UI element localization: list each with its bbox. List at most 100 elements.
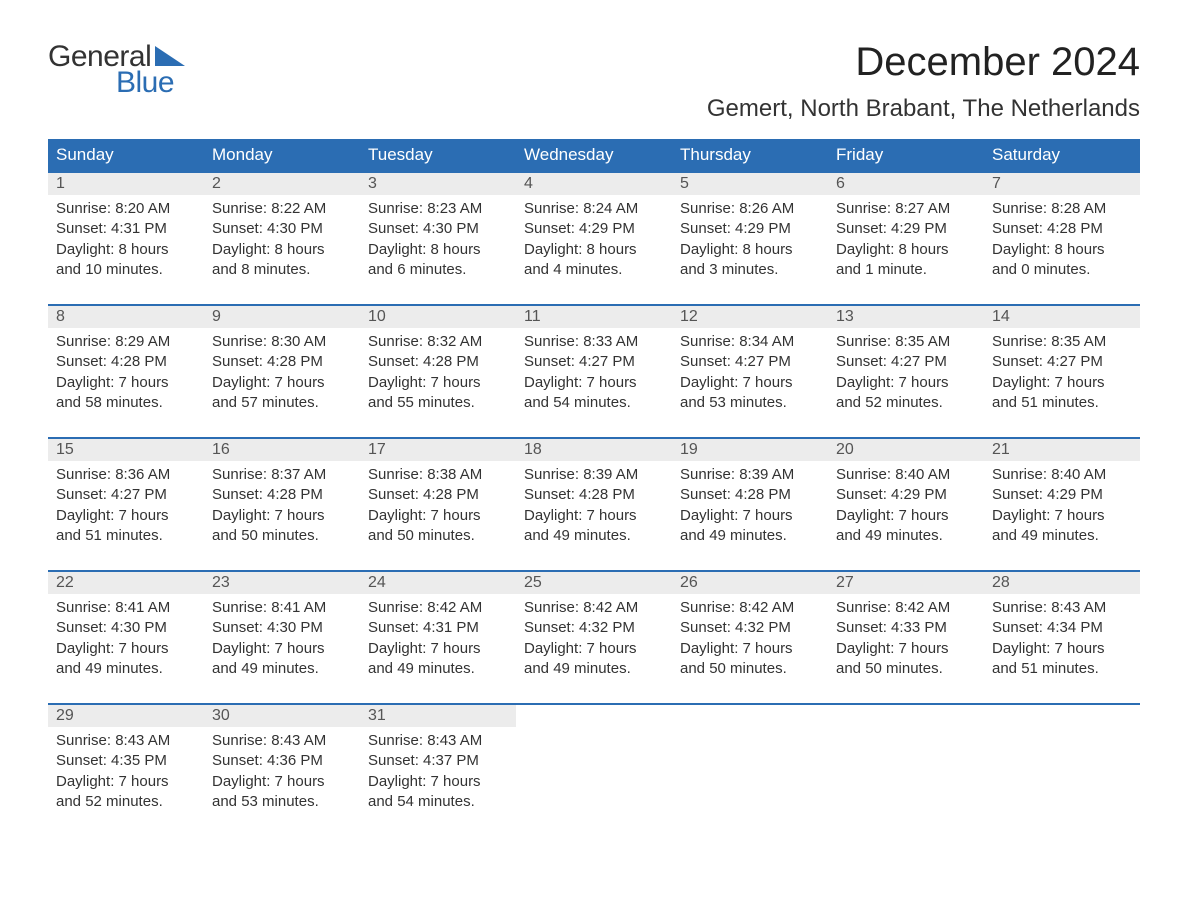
day-number-cell: 14 [984,305,1140,328]
daylight-text: and 49 minutes. [836,526,976,546]
sunset-text: Sunset: 4:27 PM [56,485,196,505]
sunrise-text: Sunrise: 8:28 AM [992,199,1132,219]
day-content-cell: Sunrise: 8:43 AMSunset: 4:34 PMDaylight:… [984,594,1140,704]
daylight-text: and 50 minutes. [212,526,352,546]
day-content-cell: Sunrise: 8:22 AMSunset: 4:30 PMDaylight:… [204,195,360,305]
daylight-text: and 58 minutes. [56,393,196,413]
sunrise-text: Sunrise: 8:30 AM [212,332,352,352]
daylight-text: Daylight: 7 hours [212,373,352,393]
day-content-cell [828,727,984,836]
day-number: 27 [836,574,854,591]
sunset-text: Sunset: 4:35 PM [56,751,196,771]
sunrise-text: Sunrise: 8:36 AM [56,465,196,485]
day-number: 29 [56,707,74,724]
logo: General Blue [48,40,185,100]
sunset-text: Sunset: 4:27 PM [524,352,664,372]
daylight-text: Daylight: 7 hours [368,639,508,659]
weekday-header: Saturday [984,139,1140,172]
daylight-text: and 4 minutes. [524,260,664,280]
day-number-cell: 21 [984,438,1140,461]
sunrise-text: Sunrise: 8:38 AM [368,465,508,485]
day-number: 30 [212,707,230,724]
sunrise-text: Sunrise: 8:39 AM [524,465,664,485]
day-number-cell [516,704,672,727]
day-content-cell: Sunrise: 8:28 AMSunset: 4:28 PMDaylight:… [984,195,1140,305]
sunrise-text: Sunrise: 8:26 AM [680,199,820,219]
day-content-cell: Sunrise: 8:42 AMSunset: 4:32 PMDaylight:… [672,594,828,704]
daylight-text: and 1 minute. [836,260,976,280]
day-number: 5 [680,175,689,192]
daylight-text: Daylight: 7 hours [56,373,196,393]
day-number-cell: 2 [204,172,360,195]
day-number-row: 293031 [48,704,1140,727]
day-number-cell: 10 [360,305,516,328]
daylight-text: and 51 minutes. [992,393,1132,413]
daylight-text: Daylight: 8 hours [212,240,352,260]
day-number: 19 [680,441,698,458]
sunrise-text: Sunrise: 8:34 AM [680,332,820,352]
day-number: 18 [524,441,542,458]
day-number: 6 [836,175,845,192]
daylight-text: and 52 minutes. [836,393,976,413]
day-content-cell [516,727,672,836]
day-number-cell: 12 [672,305,828,328]
day-content-cell: Sunrise: 8:36 AMSunset: 4:27 PMDaylight:… [48,461,204,571]
daylight-text: and 57 minutes. [212,393,352,413]
day-content-cell: Sunrise: 8:27 AMSunset: 4:29 PMDaylight:… [828,195,984,305]
sunrise-text: Sunrise: 8:35 AM [836,332,976,352]
sunrise-text: Sunrise: 8:29 AM [56,332,196,352]
day-number-cell: 27 [828,571,984,594]
day-content-cell: Sunrise: 8:20 AMSunset: 4:31 PMDaylight:… [48,195,204,305]
daylight-text: Daylight: 8 hours [680,240,820,260]
day-number: 3 [368,175,377,192]
day-content-cell: Sunrise: 8:42 AMSunset: 4:32 PMDaylight:… [516,594,672,704]
sunset-text: Sunset: 4:37 PM [368,751,508,771]
sunset-text: Sunset: 4:28 PM [56,352,196,372]
day-number: 22 [56,574,74,591]
sunset-text: Sunset: 4:28 PM [680,485,820,505]
day-number: 15 [56,441,74,458]
day-content-row: Sunrise: 8:20 AMSunset: 4:31 PMDaylight:… [48,195,1140,305]
daylight-text: and 51 minutes. [992,659,1132,679]
day-content-row: Sunrise: 8:29 AMSunset: 4:28 PMDaylight:… [48,328,1140,438]
sunset-text: Sunset: 4:28 PM [524,485,664,505]
daylight-text: and 49 minutes. [368,659,508,679]
daylight-text: Daylight: 7 hours [56,506,196,526]
sunset-text: Sunset: 4:29 PM [836,485,976,505]
sunset-text: Sunset: 4:29 PM [836,219,976,239]
daylight-text: Daylight: 7 hours [836,373,976,393]
day-number-cell [828,704,984,727]
weekday-header: Sunday [48,139,204,172]
day-number: 24 [368,574,386,591]
sunrise-text: Sunrise: 8:42 AM [524,598,664,618]
day-number: 28 [992,574,1010,591]
day-number-cell: 25 [516,571,672,594]
day-number: 25 [524,574,542,591]
day-number: 10 [368,308,386,325]
day-number-cell: 26 [672,571,828,594]
weekday-header-row: Sunday Monday Tuesday Wednesday Thursday… [48,139,1140,172]
sunrise-text: Sunrise: 8:40 AM [992,465,1132,485]
sunset-text: Sunset: 4:30 PM [368,219,508,239]
daylight-text: Daylight: 7 hours [680,373,820,393]
day-content-cell: Sunrise: 8:35 AMSunset: 4:27 PMDaylight:… [984,328,1140,438]
day-number: 21 [992,441,1010,458]
sunrise-text: Sunrise: 8:27 AM [836,199,976,219]
day-content-cell: Sunrise: 8:38 AMSunset: 4:28 PMDaylight:… [360,461,516,571]
day-number: 8 [56,308,65,325]
day-number-cell: 19 [672,438,828,461]
sunrise-text: Sunrise: 8:41 AM [212,598,352,618]
day-content-cell: Sunrise: 8:41 AMSunset: 4:30 PMDaylight:… [204,594,360,704]
sunset-text: Sunset: 4:32 PM [680,618,820,638]
sunrise-text: Sunrise: 8:42 AM [680,598,820,618]
day-number-cell: 18 [516,438,672,461]
daylight-text: and 49 minutes. [56,659,196,679]
daylight-text: Daylight: 7 hours [680,639,820,659]
day-number-cell: 9 [204,305,360,328]
day-number: 23 [212,574,230,591]
day-content-cell: Sunrise: 8:34 AMSunset: 4:27 PMDaylight:… [672,328,828,438]
sunrise-text: Sunrise: 8:24 AM [524,199,664,219]
sunset-text: Sunset: 4:27 PM [992,352,1132,372]
day-number-row: 22 23 24 25 26 27 28 [48,571,1140,594]
daylight-text: and 54 minutes. [368,792,508,812]
